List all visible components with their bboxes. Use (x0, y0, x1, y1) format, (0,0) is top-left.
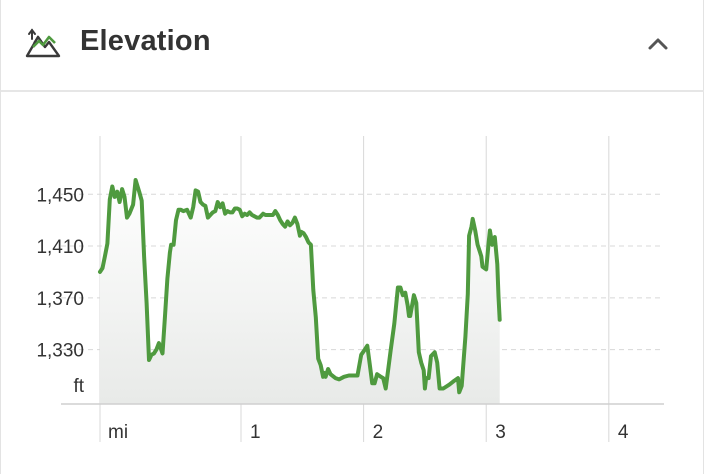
x-tick-label: 4 (618, 422, 629, 443)
panel-header[interactable]: Elevation (1, 0, 704, 92)
panel-title: Elevation (80, 25, 211, 57)
x-tick-label: 2 (373, 422, 384, 443)
y-tick-label: 1,370 (36, 289, 84, 310)
y-tick-label: 1,450 (36, 185, 84, 206)
y-tick-label: 1,410 (36, 237, 84, 258)
y-unit-label: ft (73, 376, 84, 397)
y-tick-label: 1,330 (36, 341, 84, 362)
x-unit-label: mi (108, 422, 128, 443)
mountain-elevation-icon (25, 28, 61, 58)
x-tick-label: 1 (250, 422, 261, 443)
elevation-line (98, 178, 502, 395)
elevation-chart: 1,330 1,370 1,410 1,450 ft mi 1 2 3 4 (36, 136, 664, 443)
chevron-up-icon[interactable] (641, 30, 675, 58)
tick-labels: 1,330 1,370 1,410 1,450 ft mi 1 2 3 4 (36, 185, 628, 443)
x-tick-label: 3 (495, 422, 506, 443)
elevation-area (100, 180, 500, 404)
